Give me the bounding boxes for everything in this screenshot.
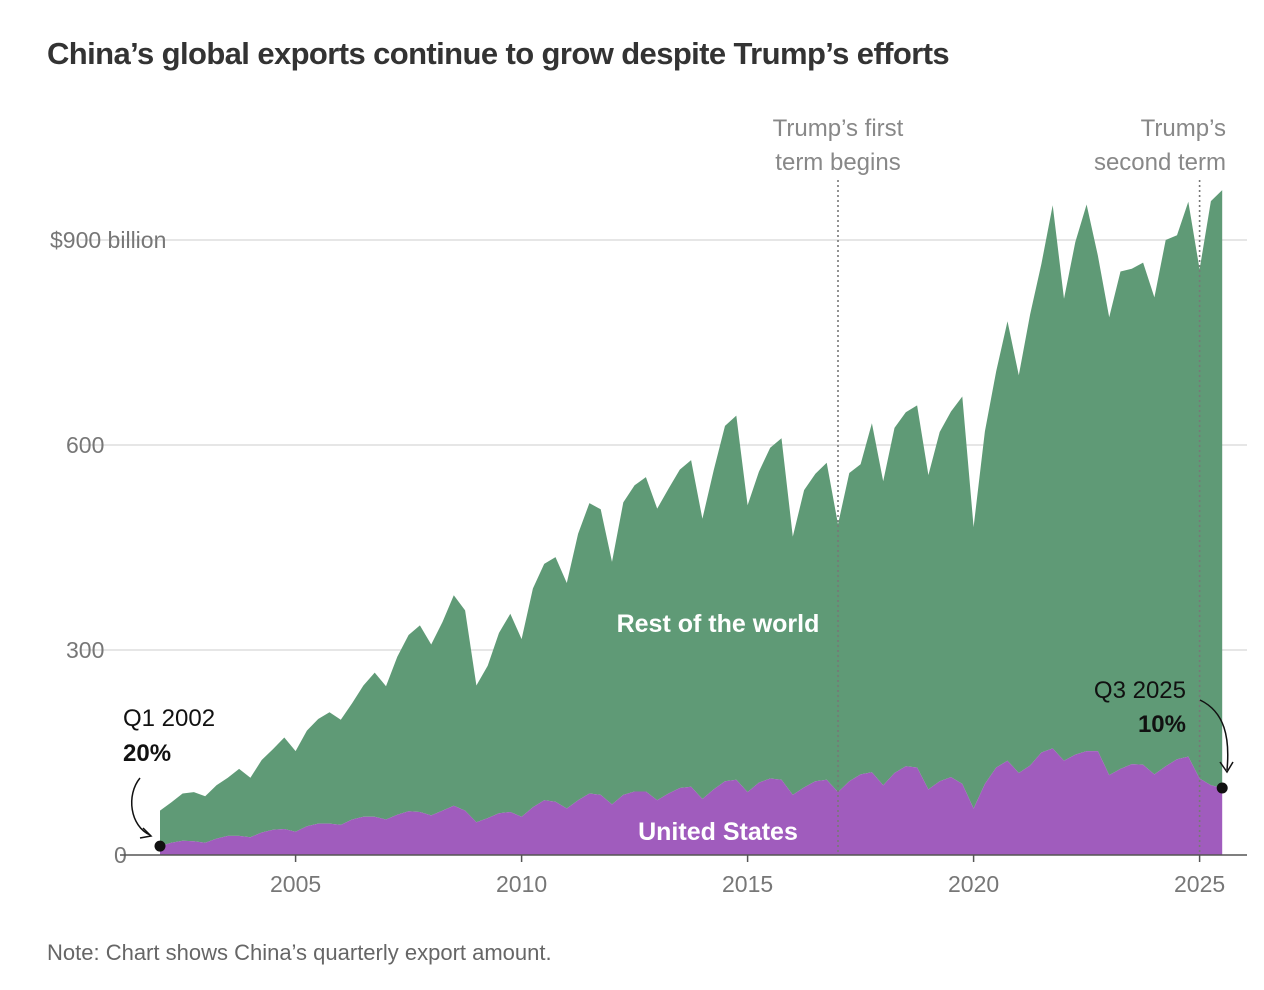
series-labels: Rest of the world United States bbox=[617, 610, 820, 846]
event-label-line1: Trump’s first bbox=[773, 115, 904, 142]
annotation-end-dot bbox=[1216, 782, 1228, 794]
x-tick-label: 2005 bbox=[270, 871, 321, 897]
y-tick-label: 600 bbox=[66, 432, 104, 458]
chart-title: China’s global exports continue to grow … bbox=[47, 36, 950, 71]
annotation-end-arrow bbox=[1199, 699, 1229, 771]
event-label-line1: Trump’s bbox=[1141, 115, 1226, 142]
annotation-start-arrow bbox=[131, 777, 151, 836]
annotation-end-arrowhead bbox=[1219, 761, 1234, 774]
annotation-start-arrowhead bbox=[139, 827, 153, 839]
x-tick-label: 2025 bbox=[1174, 871, 1225, 897]
y-tick-label: $900 billion bbox=[50, 227, 166, 253]
annotation-start-dot bbox=[154, 840, 166, 852]
x-tick-label: 2015 bbox=[722, 871, 773, 897]
annotation-end-share: 10% bbox=[1138, 711, 1186, 738]
annotation-end-period: Q3 2025 bbox=[1094, 677, 1186, 704]
series-label-rest-of-world: Rest of the world bbox=[617, 610, 820, 638]
chart-note: Note: Chart shows China’s quarterly expo… bbox=[47, 940, 552, 965]
y-tick-label: 300 bbox=[66, 637, 104, 663]
x-tick-label: 2020 bbox=[948, 871, 999, 897]
annotation-start-period: Q1 2002 bbox=[123, 705, 215, 732]
x-tick-label: 2010 bbox=[496, 871, 547, 897]
event-label-line2: second term bbox=[1094, 149, 1226, 176]
annotation-start-share: 20% bbox=[123, 740, 171, 767]
area-layer bbox=[160, 190, 1223, 855]
event-label-line2: term begins bbox=[775, 149, 900, 176]
series-label-united-states: United States bbox=[638, 818, 798, 846]
area-united-states bbox=[160, 748, 1223, 855]
event-markers: Trump’s first term begins Trump’s second te… bbox=[773, 115, 1226, 855]
endpoint-annotations: Q1 2002 20% Q3 2025 10% bbox=[123, 677, 1234, 852]
area-rest-of-world bbox=[160, 190, 1223, 847]
